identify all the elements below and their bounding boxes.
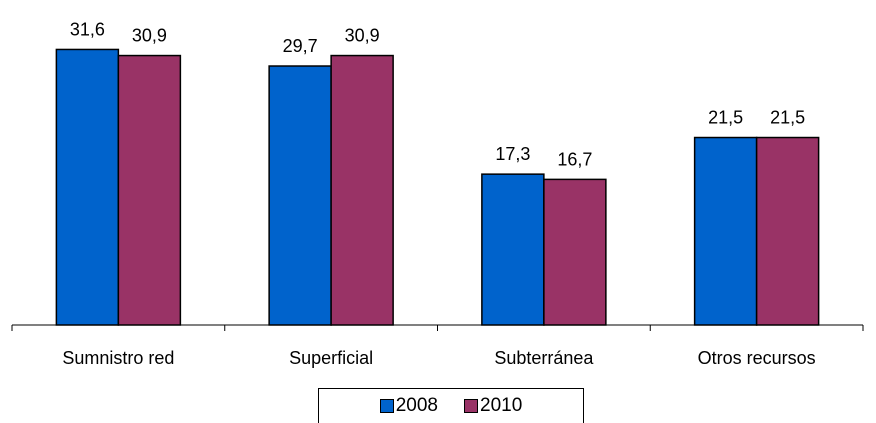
- bar-2010-0: [117, 54, 182, 326]
- value-labels-group: 31,6 30,9 29,7 30,9 17,3 16,7 21,5 21,5: [70, 19, 805, 169]
- value-label-2008-2: 17,3: [495, 144, 530, 164]
- category-label-0: Sumnistro red: [62, 348, 174, 368]
- value-label-2010-1: 30,9: [345, 26, 380, 46]
- category-label-2: Subterránea: [494, 348, 594, 368]
- legend-swatch-2008: [379, 399, 394, 413]
- legend-label-2008: 2008: [395, 395, 438, 416]
- bar-2008-3: [693, 136, 758, 326]
- legend: 2008 2010: [318, 388, 584, 423]
- bar-2008-1: [268, 65, 332, 326]
- bars-group: [55, 48, 820, 326]
- value-label-2010-2: 16,7: [557, 149, 592, 169]
- value-label-2008-3: 21,5: [708, 108, 743, 128]
- bar-2008-0: [55, 48, 120, 326]
- x-axis: [11, 324, 864, 331]
- bar-2010-3: [755, 136, 820, 326]
- legend-swatch-2010: [464, 399, 478, 413]
- category-label-3: Otros recursos: [698, 348, 816, 368]
- bar-2008-2: [481, 173, 545, 326]
- legend-label-2010: 2010: [480, 395, 523, 416]
- value-label-2010-3: 21,5: [770, 108, 805, 128]
- value-label-2008-0: 31,6: [70, 19, 105, 39]
- legend-item-2010: 2010: [464, 395, 522, 417]
- category-label-1: Superficial: [289, 348, 373, 368]
- value-label-2008-1: 29,7: [283, 36, 318, 56]
- bar-2010-2: [543, 178, 607, 326]
- category-labels-group: Sumnistro red Superficial Subterránea Otros…: [62, 348, 815, 368]
- legend-item-2008: 2008: [379, 395, 438, 417]
- bar-2010-1: [330, 54, 394, 326]
- value-label-2010-0: 30,9: [132, 26, 167, 46]
